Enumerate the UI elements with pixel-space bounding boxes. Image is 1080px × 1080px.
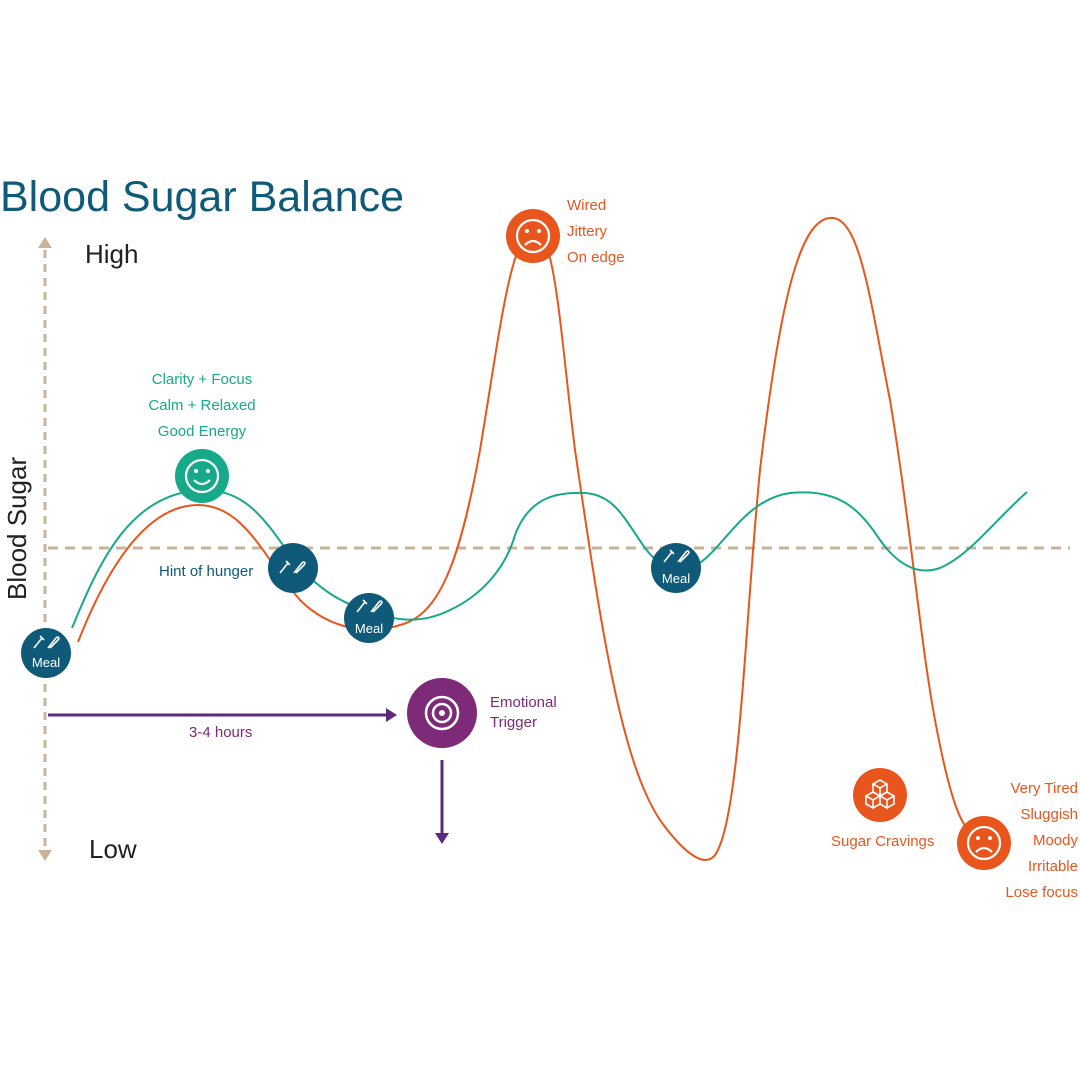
crash-states-list: Very Tired Sluggish Moody Irritable Lose…	[990, 781, 1078, 911]
spike-state: Jittery	[567, 223, 608, 240]
meal-label: Meal	[661, 571, 691, 586]
meal-marker-4	[651, 543, 701, 593]
balanced-state: Calm + Relaxed	[148, 397, 256, 414]
crash-state: Lose focus	[1005, 884, 1078, 901]
trigger-down-arrow-head	[435, 833, 449, 844]
emotional-trigger-line: Emotional	[490, 694, 557, 711]
axis-high-label: High	[85, 239, 139, 269]
meal-marker-1	[21, 628, 71, 678]
meal-label: Meal	[354, 621, 384, 636]
fork-knife-icon	[663, 549, 690, 563]
balanced-state: Good Energy	[157, 423, 247, 440]
fork-knife-icon	[33, 635, 60, 649]
duration-arrow-head	[386, 708, 397, 722]
meal-label: Meal	[31, 655, 61, 670]
meal-marker-2	[268, 543, 318, 593]
smiley-face-icon	[175, 449, 229, 503]
crash-state: Very Tired	[1010, 780, 1078, 797]
meal-marker-3	[344, 593, 394, 643]
crash-state: Irritable	[1027, 858, 1078, 875]
sad-face-icon-low	[957, 816, 1011, 870]
spike-state: On edge	[567, 249, 625, 266]
y-axis-label: Blood Sugar	[2, 456, 32, 600]
page-title: Blood Sugar Balance	[0, 173, 405, 221]
y-axis-arrow-up	[38, 237, 52, 248]
spike-states-list: Wired Jittery On edge	[567, 198, 625, 276]
y-axis-arrow-down	[38, 850, 52, 861]
balanced-state: Clarity + Focus	[151, 371, 253, 388]
balanced-curve	[71, 488, 1028, 629]
unbalanced-curve	[77, 216, 969, 861]
fork-knife-icon	[279, 560, 306, 574]
axis-low-label: Low	[89, 834, 137, 864]
fork-knife-icon	[356, 599, 383, 613]
spike-state: Wired	[567, 197, 607, 214]
duration-label: 3-4 hours	[189, 724, 253, 741]
target-icon	[407, 678, 477, 748]
emotional-trigger-label: Emotional Trigger	[490, 693, 557, 733]
emotional-trigger-line: Trigger	[490, 714, 537, 731]
hint-of-hunger-label: Hint of hunger	[159, 563, 254, 580]
sugar-cravings-label: Sugar Cravings	[831, 833, 935, 850]
crash-state: Moody	[1032, 832, 1078, 849]
sugar-cubes-icon	[853, 768, 907, 822]
balanced-states-list: Clarity + Focus Calm + Relaxed Good Ener…	[138, 372, 266, 450]
crash-state: Sluggish	[1020, 806, 1078, 823]
sad-face-icon	[506, 209, 560, 263]
